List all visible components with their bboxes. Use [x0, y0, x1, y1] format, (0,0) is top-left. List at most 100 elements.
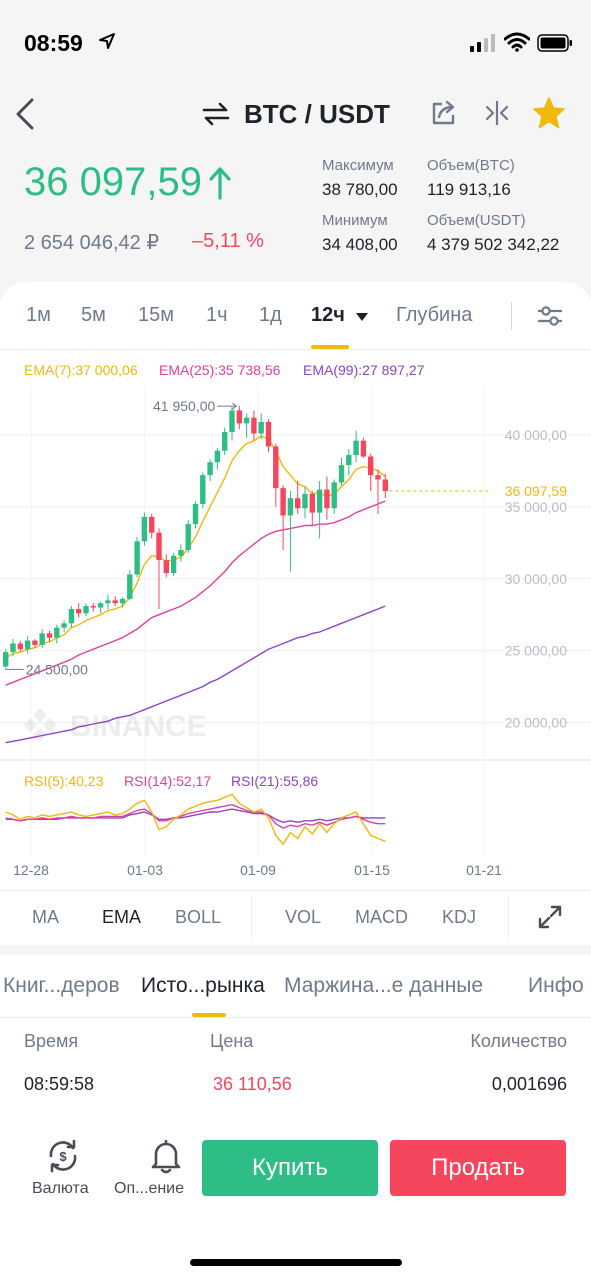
- fullscreen-icon[interactable]: [537, 904, 563, 930]
- candle: [134, 537, 140, 578]
- bell-icon: [151, 1139, 181, 1174]
- indicator-boll[interactable]: BOLL: [175, 907, 222, 927]
- candle-body: [287, 498, 294, 516]
- tab-15m[interactable]: 15м: [138, 304, 174, 326]
- candle: [32, 639, 38, 648]
- currency-exchange-icon: $: [49, 1139, 77, 1173]
- candle-body: [309, 493, 315, 513]
- candle-body: [295, 498, 301, 509]
- candle: [207, 459, 213, 481]
- cellular-signal-icon: [470, 34, 495, 52]
- candle: [258, 413, 264, 440]
- back-arrow-icon[interactable]: [10, 96, 40, 132]
- section-spacer: [0, 945, 591, 955]
- indicator-macd[interactable]: MACD: [355, 907, 408, 927]
- candle-body: [54, 627, 60, 638]
- candle: [287, 491, 294, 572]
- candle: [251, 410, 257, 441]
- tab-1d[interactable]: 1д: [259, 304, 282, 326]
- candle-body: [119, 598, 126, 604]
- price-up-arrow-icon: [209, 166, 231, 200]
- candle-body: [17, 643, 23, 650]
- chart-settings-icon[interactable]: [536, 304, 564, 328]
- binance-logo-icon: [23, 708, 57, 742]
- candle: [309, 491, 315, 526]
- candle-body: [229, 410, 235, 433]
- ema7-label: EMA(7):37 000,06: [24, 362, 138, 378]
- stat-high-label: Максимум: [322, 157, 394, 174]
- candle: [368, 453, 374, 492]
- candle: [236, 406, 242, 430]
- tab-1m[interactable]: 1м: [26, 304, 51, 326]
- high-marker-arrow: [232, 402, 238, 410]
- trade-time: 08:59:58: [24, 1074, 95, 1094]
- tab-info[interactable]: Инфо: [528, 974, 584, 997]
- candle-body: [338, 465, 345, 483]
- candle-body: [360, 440, 367, 457]
- favorite-star-icon[interactable]: [532, 96, 566, 130]
- change-percent: –5,11 %: [192, 230, 264, 252]
- y-tick-label: 30 000,00: [505, 571, 567, 587]
- candle: [61, 620, 67, 632]
- candle: [302, 486, 308, 519]
- last-price: 36 097,59: [24, 160, 232, 205]
- pair-selector[interactable]: BTC / USDT: [202, 96, 390, 132]
- tab-margin-data[interactable]: Маржина...е данные: [284, 974, 484, 997]
- stat-vol-usdt-value: 4 379 502 342,22: [427, 235, 560, 254]
- candle-body: [24, 640, 31, 650]
- candle: [112, 596, 118, 607]
- candle: [360, 437, 367, 458]
- candle-body: [324, 489, 330, 509]
- high-price-label: 41 950,00: [153, 398, 215, 414]
- candle: [97, 601, 104, 614]
- candle-body: [200, 475, 206, 504]
- candle: [39, 629, 45, 648]
- indicator-kdj[interactable]: KDJ: [442, 907, 477, 927]
- swap-arrows-icon: [202, 102, 230, 126]
- candle: [17, 640, 23, 653]
- tab-12h[interactable]: 12ч: [311, 304, 345, 326]
- tab-1h[interactable]: 1ч: [206, 304, 228, 326]
- caret-down-icon[interactable]: [356, 313, 368, 321]
- trade-amount: 0,001696: [491, 1074, 567, 1094]
- y-tick-label: 40 000,00: [505, 427, 567, 443]
- candle-body: [280, 488, 286, 516]
- indicator-ema[interactable]: EMA: [102, 907, 142, 927]
- candle: [46, 630, 53, 643]
- candle-body: [3, 652, 9, 667]
- candle: [54, 624, 60, 644]
- currency-label: Валюта: [32, 1180, 89, 1197]
- price-chart[interactable]: BINANCE 40 000,00 35 000,00 30 000,00 25 00…: [0, 350, 591, 890]
- candle: [149, 514, 155, 539]
- rsi5-line: [5, 793, 386, 846]
- tab-order-book[interactable]: Книг...деров: [3, 974, 120, 997]
- stat-vol-btc-label: Объем(BTC): [427, 157, 515, 174]
- candle: [185, 519, 191, 553]
- candle-body: [302, 493, 308, 509]
- battery-icon: [537, 34, 572, 52]
- buy-button[interactable]: Купить: [202, 1140, 378, 1196]
- stat-low-value: 34 408,00: [322, 235, 398, 254]
- candle: [68, 606, 75, 628]
- last-price-value: 36 097,59: [24, 160, 202, 204]
- candle-body: [90, 606, 96, 608]
- candle: [200, 472, 206, 509]
- candle-body: [331, 482, 337, 509]
- status-time: 08:59: [24, 30, 83, 56]
- divider: [508, 896, 509, 938]
- tab-5m[interactable]: 5м: [81, 304, 106, 326]
- tab-depth[interactable]: Глубина: [396, 304, 473, 326]
- indicator-vol[interactable]: VOL: [285, 907, 322, 927]
- share-icon[interactable]: [430, 99, 458, 127]
- candle: [222, 427, 228, 456]
- divider: [0, 890, 591, 891]
- compare-icon[interactable]: [484, 99, 510, 127]
- tab-market-history[interactable]: Исто...рынка: [141, 974, 265, 997]
- chart-grid: [0, 386, 591, 856]
- candle-body: [382, 479, 388, 492]
- candle-body: [68, 608, 75, 624]
- indicator-ma[interactable]: MA: [32, 907, 59, 927]
- candle: [265, 419, 272, 453]
- sell-button[interactable]: Продать: [390, 1140, 566, 1196]
- candle: [214, 447, 221, 470]
